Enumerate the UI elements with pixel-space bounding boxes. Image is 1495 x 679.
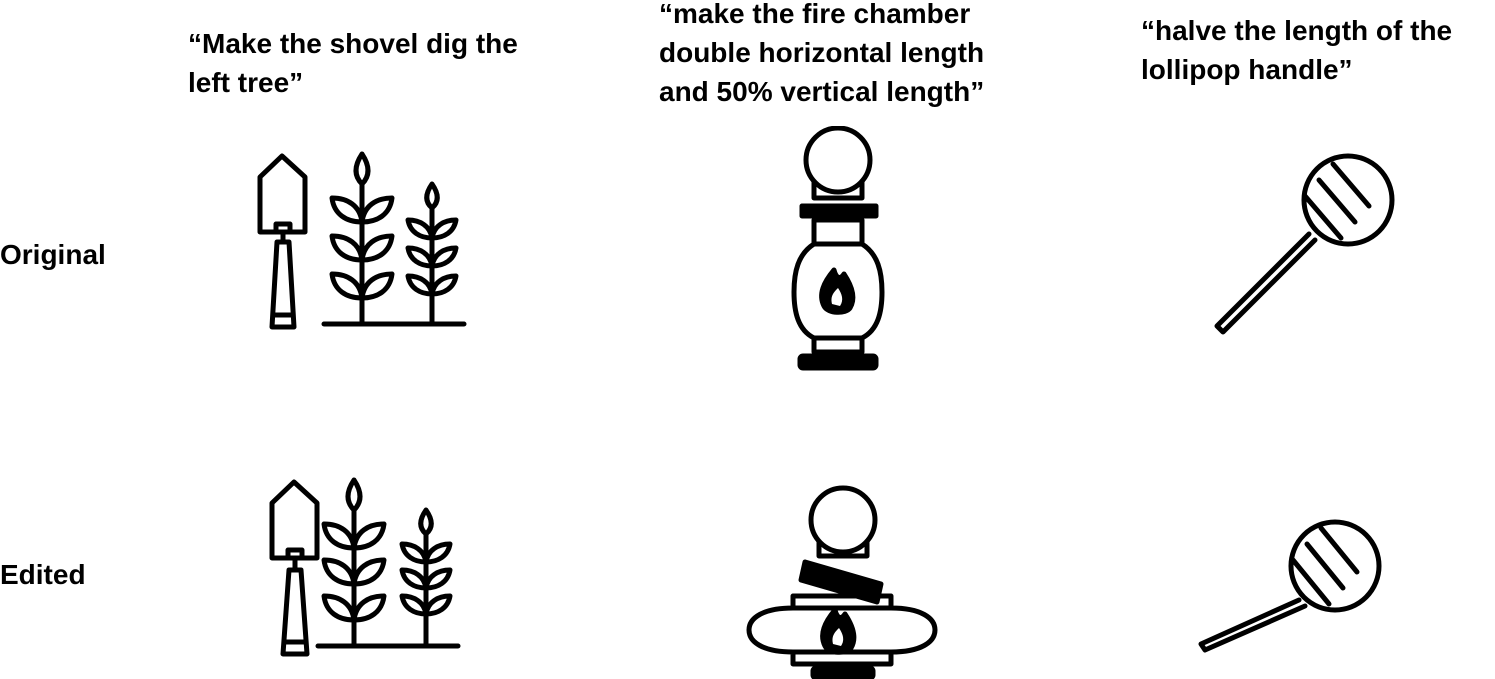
lantern-edited — [745, 484, 939, 679]
lantern-icon — [791, 126, 885, 371]
lollipop-icon — [1198, 519, 1382, 653]
shovel-trees-edited — [262, 476, 462, 660]
lollipop-edited — [1195, 514, 1395, 654]
lollipop-icon — [1214, 153, 1395, 335]
caption-shovel: “Make the shovel dig the left tree” — [188, 28, 518, 98]
shovel-and-trees-icon — [269, 477, 461, 657]
lantern-original — [790, 126, 890, 374]
lollipop-original — [1205, 150, 1405, 340]
shovel-trees-original — [250, 150, 470, 332]
caption-lollipop: “halve the length of the lollipop handle… — [1141, 15, 1453, 85]
row-label-edited: Edited — [0, 559, 86, 590]
row-label-original: Original — [0, 239, 106, 270]
caption-fire-chamber: “make the fire chamber double horizontal… — [659, 0, 985, 107]
shovel-and-trees-icon — [257, 151, 467, 330]
lantern-icon — [746, 485, 938, 679]
